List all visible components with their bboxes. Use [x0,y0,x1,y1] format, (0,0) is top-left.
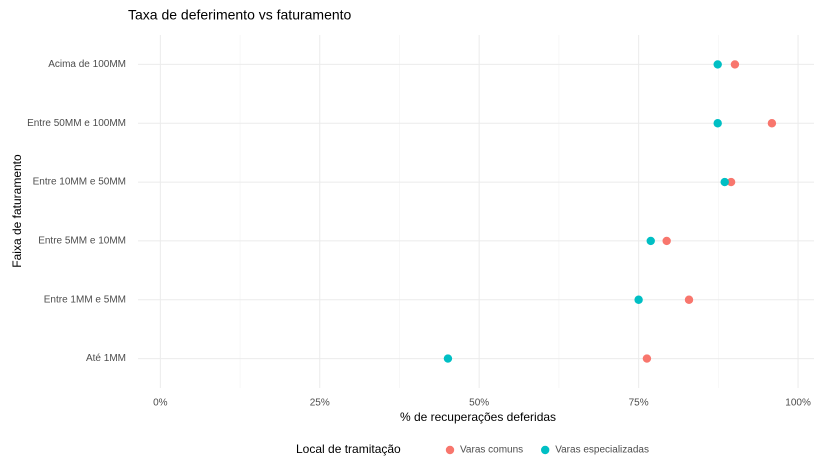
x-axis-label: % de recuperações deferidas [400,410,556,424]
dot [713,119,722,128]
dot [646,236,655,246]
dot [642,354,652,363]
legend-marker [540,445,550,455]
legend-label: Varas comuns [460,445,523,456]
y-tick-label: Acima de 100MM [48,59,126,70]
dot [720,177,729,187]
y-tick-label: Até 1MM [86,353,126,364]
dot [713,60,722,69]
dot [443,354,453,363]
dot [767,119,777,128]
dot [684,295,694,304]
legend-label: Varas especializadas [555,445,649,456]
x-tick-label: 0% [153,398,168,409]
y-tick-label: Entre 1MM e 5MM [44,294,126,305]
x-tick-label: 25% [310,398,330,409]
x-tick-label: 100% [785,398,811,409]
y-axis-label: Faixa de faturamento [10,154,24,268]
legend-title: Local de tramitação [296,442,401,456]
dot [730,60,740,69]
dot [662,236,671,246]
chart-title: Taxa de deferimento vs faturamento [128,7,352,23]
y-tick-label: Entre 5MM e 10MM [38,236,126,247]
y-tick-label: Entre 10MM e 50MM [33,177,126,188]
y-tick-label: Entre 50MM e 100MM [27,118,126,129]
legend-marker [445,445,455,455]
dot [726,177,736,187]
x-tick-label: 50% [469,398,489,409]
dot [634,295,643,304]
x-tick-label: 75% [629,398,649,409]
